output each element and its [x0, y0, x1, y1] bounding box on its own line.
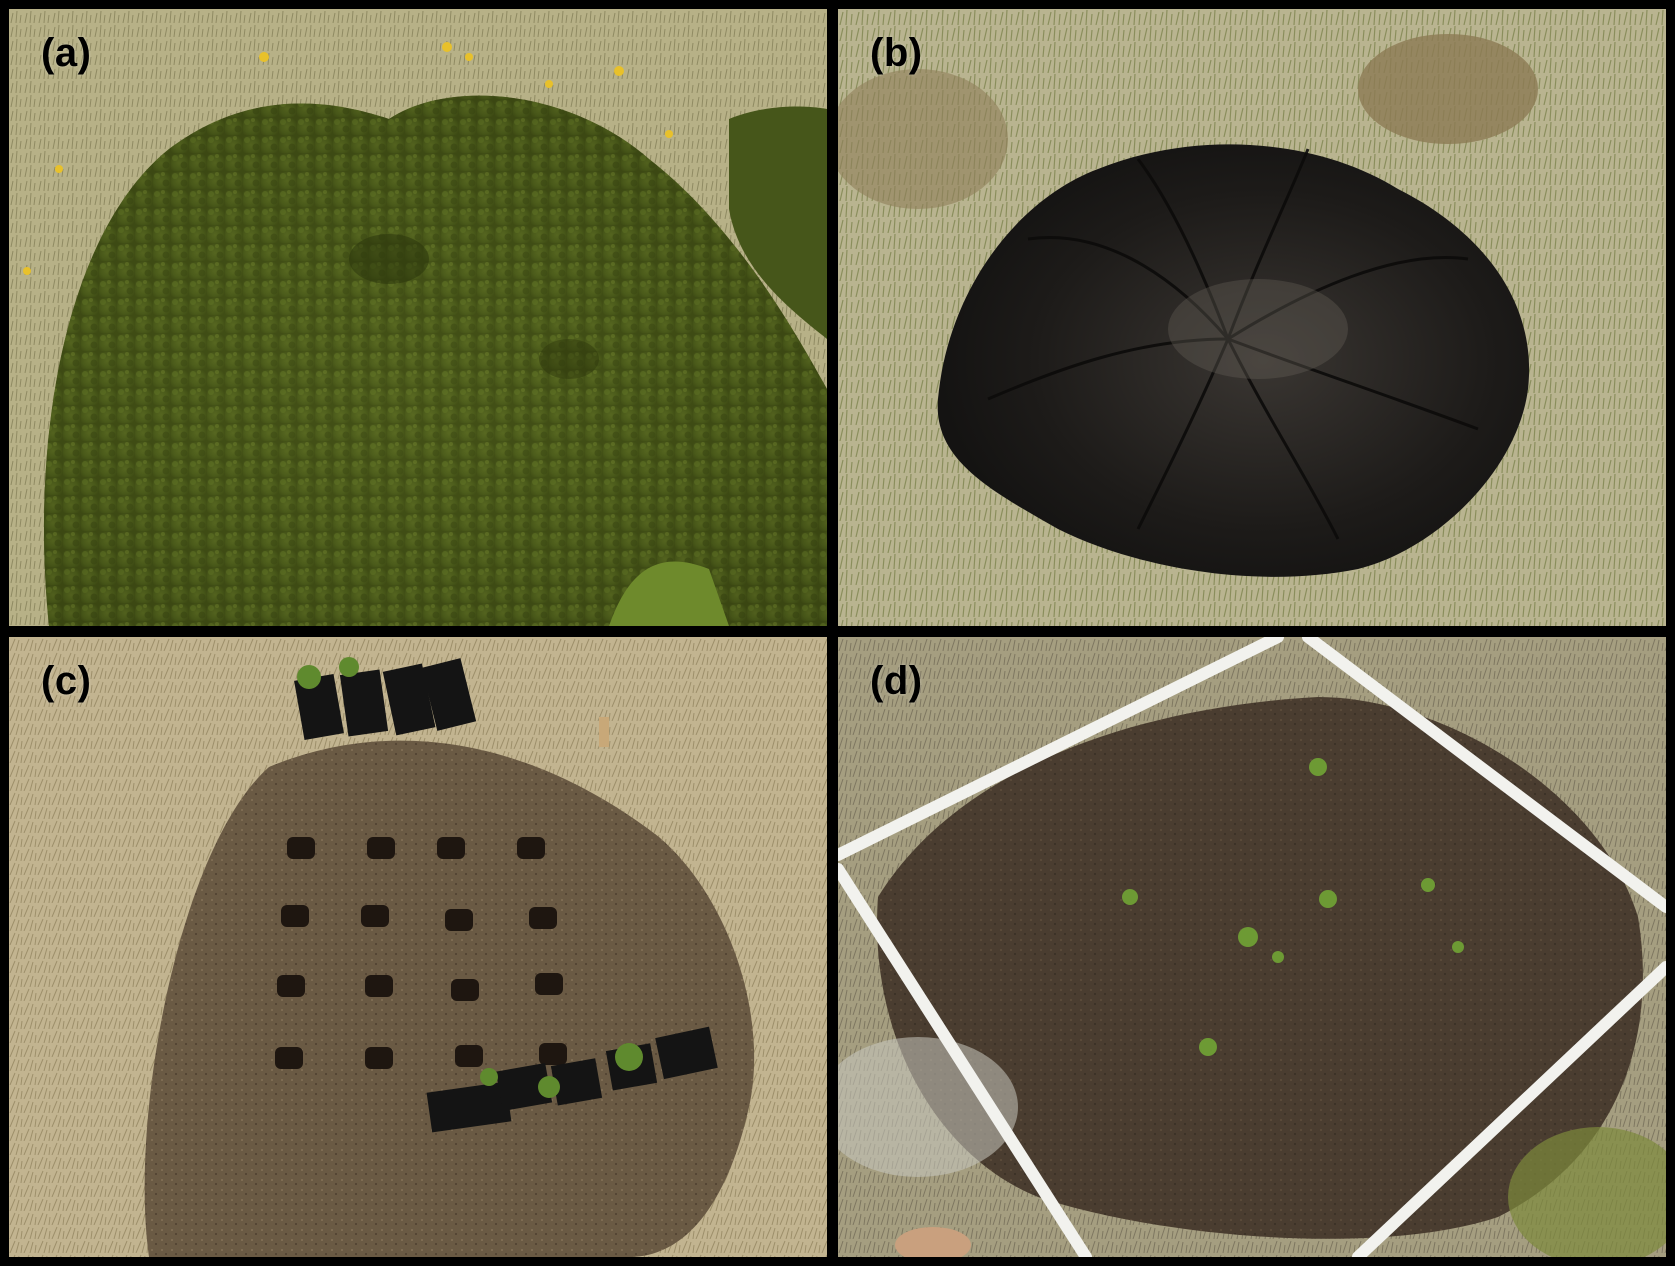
panel-label-c: (c) [41, 659, 92, 703]
panel-d-photo: (d) [838, 637, 1666, 1257]
panel-label-a: (a) [41, 31, 92, 75]
quadrat-photo [838, 637, 1666, 1257]
planting-holes-photo [9, 637, 827, 1257]
shrub-photo [9, 9, 827, 626]
panel-b-photo: (b) [838, 9, 1666, 626]
burnt-shrub-photo [838, 9, 1666, 626]
panel-label-d: (d) [870, 659, 923, 703]
panel-a-photo: (a) [9, 9, 827, 626]
panel-c-photo: (c) [9, 637, 827, 1257]
panel-label-b: (b) [870, 31, 923, 75]
